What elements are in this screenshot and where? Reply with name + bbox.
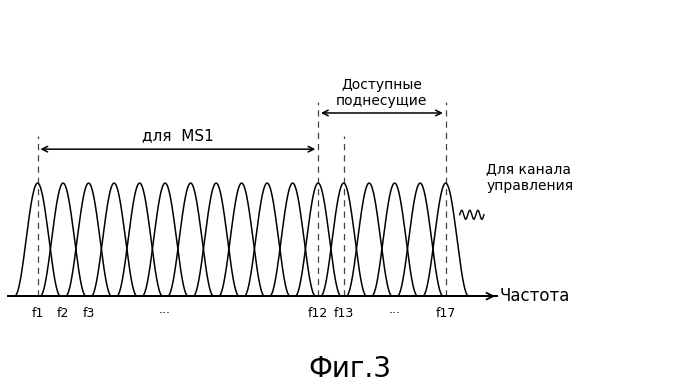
- Text: ···: ···: [159, 307, 171, 321]
- Text: f1: f1: [31, 307, 44, 321]
- Text: ···: ···: [389, 307, 401, 321]
- Text: Фиг.3: Фиг.3: [308, 355, 391, 383]
- Text: Частота: Частота: [499, 287, 570, 305]
- Text: f13: f13: [333, 307, 354, 321]
- Text: f2: f2: [57, 307, 69, 321]
- Text: Для канала
управления: Для канала управления: [487, 162, 574, 192]
- Text: для  MS1: для MS1: [142, 129, 214, 143]
- Text: Доступные
поднесущие: Доступные поднесущие: [336, 78, 428, 108]
- Text: f17: f17: [435, 307, 456, 321]
- Text: f12: f12: [308, 307, 329, 321]
- Text: f3: f3: [82, 307, 95, 321]
